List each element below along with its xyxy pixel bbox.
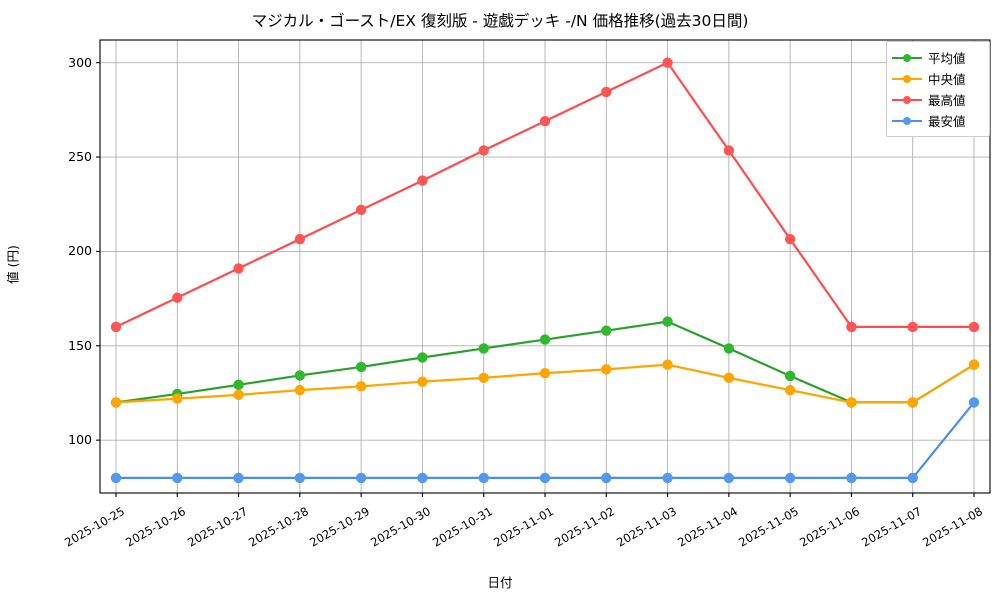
series-marker-3 [846,472,857,484]
series-marker-3 [172,472,183,484]
series-marker-0 [539,334,551,345]
legend-swatch-icon [892,114,922,128]
series-marker-3 [723,472,735,484]
series-marker-1 [417,376,428,387]
series-marker-0 [355,361,367,373]
series-marker-0 [601,325,612,336]
series-marker-0 [478,343,489,354]
series-marker-3 [907,472,918,484]
series-marker-1 [355,381,367,392]
series-marker-2 [784,233,796,245]
series-marker-2 [539,115,551,127]
legend-label: 最高値 [928,93,966,108]
series-marker-2 [968,321,980,333]
y-tick-label: 100 [68,432,92,448]
series-marker-1 [601,364,612,375]
series-marker-1 [784,384,796,396]
series-marker-1 [233,389,244,401]
series-marker-0 [662,316,673,327]
legend-swatch-icon [892,72,922,86]
series-marker-3 [784,472,796,484]
series-marker-2 [110,321,122,333]
series-marker-3 [968,397,980,408]
series-marker-0 [784,370,796,382]
series-marker-2 [907,321,918,333]
legend-swatch-icon [892,51,922,65]
series-marker-1 [723,372,735,384]
series-marker-3 [539,472,551,484]
series-marker-1 [968,359,980,370]
chart-title: マジカル・ゴースト/EX 復刻版 - 遊戯デッキ -/N 価格推移(過去30日間… [251,12,749,30]
series-marker-1 [172,393,183,404]
series-marker-1 [539,367,551,379]
legend-item[interactable]: 平均値 [892,47,983,68]
legend-swatch-icon [892,93,922,107]
x-axis-label: 日付 [487,575,513,590]
series-marker-0 [294,370,306,381]
series-marker-2 [294,233,306,245]
y-axis-label: 値 (円) [5,245,21,284]
series-marker-3 [355,472,367,484]
legend-item[interactable]: 中央値 [892,68,983,89]
series-marker-1 [110,397,122,408]
series-marker-2 [233,263,244,274]
legend-label: 最安値 [928,114,966,129]
series-marker-1 [662,359,673,370]
y-tick-label: 300 [68,54,92,70]
series-marker-0 [417,352,428,363]
series-marker-1 [478,372,489,384]
legend-label: 中央値 [928,72,966,87]
series-marker-3 [662,472,673,484]
y-tick-label: 200 [68,243,92,259]
series-marker-3 [233,472,244,484]
legend-label: 平均値 [928,51,966,66]
y-tick-label: 150 [68,337,92,353]
y-tick-label: 250 [68,149,92,165]
series-marker-1 [907,397,918,408]
series-marker-3 [601,472,612,484]
series-marker-0 [723,343,735,354]
series-marker-2 [355,204,367,216]
legend-item[interactable]: 最安値 [892,110,983,131]
series-marker-0 [233,379,244,391]
series-marker-2 [417,175,428,186]
series-marker-3 [478,472,489,484]
legend-item[interactable]: 最高値 [892,89,983,110]
series-marker-2 [172,292,183,303]
series-marker-2 [478,145,489,156]
series-marker-1 [846,397,857,408]
series-marker-3 [294,472,306,484]
series-marker-2 [723,145,735,156]
series-marker-2 [846,321,857,333]
series-marker-1 [294,384,306,396]
series-marker-3 [110,472,122,484]
series-marker-2 [662,57,673,68]
series-marker-3 [417,472,428,484]
chart-legend: 平均値中央値最高値最安値 [886,41,990,137]
series-marker-2 [601,86,612,98]
